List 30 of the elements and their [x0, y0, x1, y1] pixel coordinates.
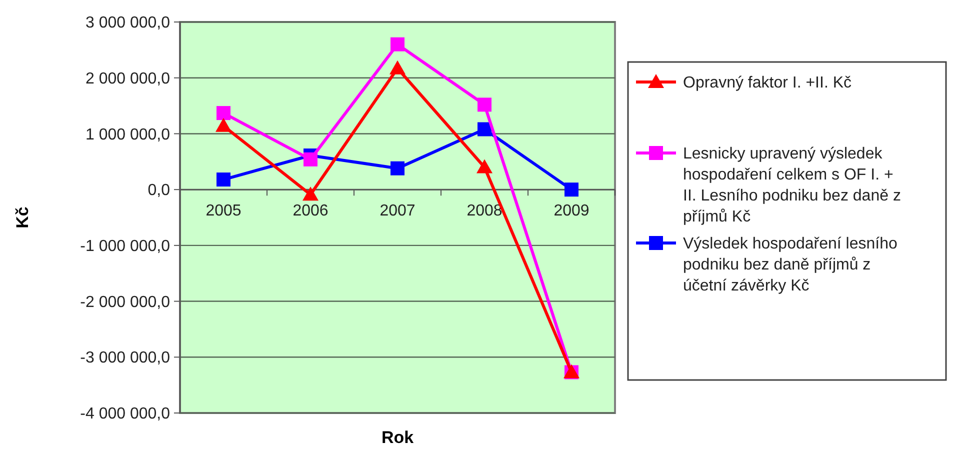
y-tick-label: 1 000 000,0 — [85, 126, 170, 144]
point — [564, 182, 578, 197]
point — [476, 159, 492, 174]
y-tick-label: -1 000 000,0 — [80, 238, 170, 256]
x-axis-title: Rok — [381, 428, 414, 447]
point — [302, 186, 318, 201]
x-tick-label: 2005 — [206, 202, 242, 220]
x-tick-label: 2006 — [292, 202, 328, 220]
y-tick-label: -2 000 000,0 — [80, 294, 170, 311]
legend-label: Lesnicky upravený výsledek hospodaření celkem s OF I. + II. Lesního podniku bez daně z příjmů Kč — [683, 146, 901, 226]
point — [216, 106, 230, 120]
x-tick-label: 2008 — [466, 202, 502, 220]
point — [304, 152, 318, 166]
y-tick-label: 3 000 000,0 — [85, 14, 170, 32]
point — [478, 122, 492, 136]
y-tick-label: -4 000 000,0 — [80, 406, 170, 423]
y-tick-label: 0,0 — [148, 182, 170, 200]
y-tick-label: -3 000 000,0 — [80, 350, 170, 367]
legend-label: Opravný faktor I. +II. Kč — [683, 74, 852, 92]
point — [390, 161, 404, 176]
x-tick-label: 2009 — [554, 202, 590, 220]
y-tick-label: 2 000 000,0 — [85, 70, 170, 88]
point — [216, 172, 230, 187]
x-tick-label: 2007 — [380, 202, 416, 220]
legend-label: Výsledek hospodaření lesního podniku bez daně příjmů z účetní závěrky Kč — [683, 236, 898, 295]
point — [216, 118, 232, 132]
point — [390, 60, 406, 74]
point — [390, 37, 404, 52]
point — [478, 98, 492, 112]
y-axis-title: Kč — [13, 206, 32, 228]
